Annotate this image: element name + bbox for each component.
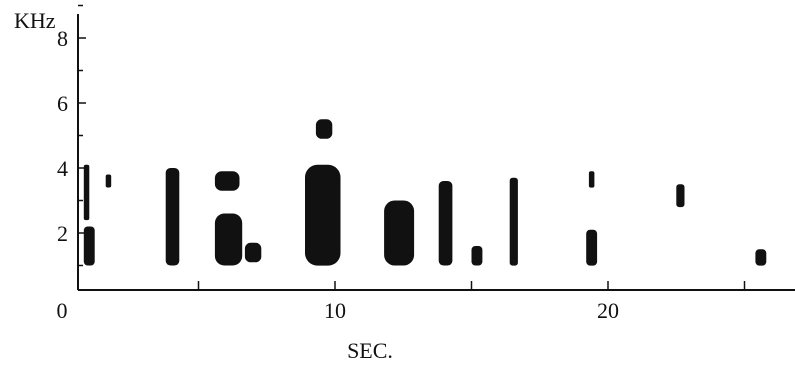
x-axis-ticks: 0 10 20 xyxy=(57,281,746,323)
y-tick-label-6: 6 xyxy=(57,91,68,116)
y-tick-label-2: 2 xyxy=(57,221,68,246)
spectrogram-blob-9 xyxy=(315,119,333,139)
spectrogram-blob-4 xyxy=(165,168,180,266)
spectrogram-blob-13 xyxy=(509,177,518,266)
spectrogram-blob-5 xyxy=(214,213,243,266)
y-axis-label: KHz xyxy=(14,8,56,33)
spectrogram-blob-8 xyxy=(305,164,341,266)
spectrogram-blob-7 xyxy=(244,242,262,263)
y-tick-label-4: 4 xyxy=(57,156,68,181)
spectrogram-blob-1 xyxy=(83,226,95,266)
spectrogram-blob-10 xyxy=(384,200,415,266)
y-axis-ticks: 2 4 6 8 xyxy=(57,4,86,267)
spectrogram-blob-3 xyxy=(105,174,112,188)
spectrogram-blob-12 xyxy=(471,246,483,266)
spectrogram-blob-15 xyxy=(588,171,595,188)
x-tick-label-10: 10 xyxy=(324,298,346,323)
spectrogram-blob-2 xyxy=(83,164,90,221)
spectrogram-blob-16 xyxy=(676,184,685,208)
spectrogram-blob-6 xyxy=(214,171,240,191)
x-axis-label: SEC. xyxy=(347,338,393,363)
y-tick-label-8: 8 xyxy=(57,26,68,51)
spectrogram-marks xyxy=(83,119,767,266)
x-tick-label-0: 0 xyxy=(57,298,68,323)
spectrogram-blob-11 xyxy=(438,181,453,266)
spectrogram-blob-17 xyxy=(755,249,767,266)
x-tick-label-20: 20 xyxy=(597,298,619,323)
spectrogram-blob-14 xyxy=(586,229,598,266)
